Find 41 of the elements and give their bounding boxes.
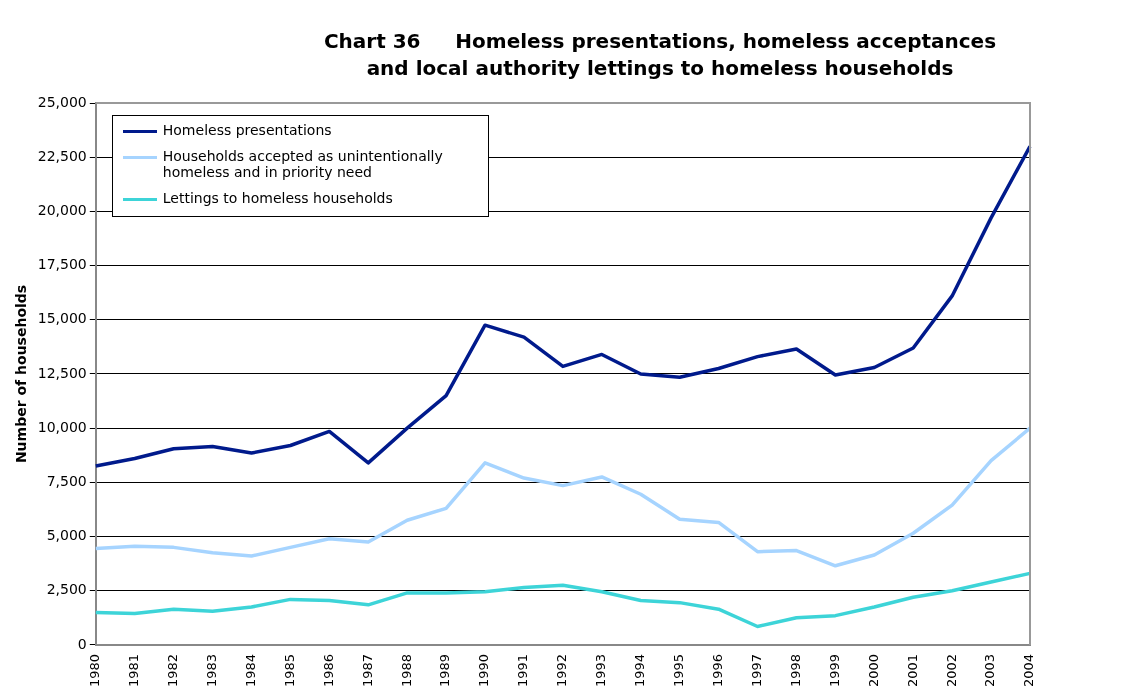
y-axis-title: Number of households — [13, 284, 30, 464]
y-tick-label: 12,500 — [37, 364, 87, 381]
x-tick-label: 1999 — [826, 653, 842, 688]
x-tick-label: 2002 — [943, 653, 959, 688]
y-tick-label: 17,500 — [37, 256, 87, 273]
x-tick-label: 1997 — [748, 653, 764, 688]
y-tick-label: 5,000 — [46, 527, 87, 544]
y-tick-label: 15,000 — [37, 310, 87, 327]
y-tick-label: 0 — [77, 635, 87, 652]
y-tick-label: 2,500 — [46, 581, 87, 598]
y-tick-label: 25,000 — [37, 93, 87, 110]
chart-title: Chart 36 Homeless presentations, homeless acceptances and local authority lettings to homeless households — [322, 28, 998, 82]
x-tick-label: 1987 — [359, 653, 375, 688]
x-tick-label: 1996 — [709, 653, 725, 688]
x-tick-label: 1982 — [165, 653, 181, 688]
x-tick-label: 1988 — [398, 653, 414, 688]
x-tick-label: 1993 — [593, 653, 609, 688]
y-tick-label: 10,000 — [37, 418, 87, 435]
x-tick-label: 2003 — [982, 653, 998, 688]
y-tick-label: 20,000 — [37, 202, 87, 219]
legend-label: Households accepted as unintentionally homeless and in priority need — [162, 148, 444, 180]
x-tick-label: 1992 — [554, 653, 570, 688]
x-tick-label: 1989 — [437, 653, 453, 688]
x-tick-label: 1985 — [281, 653, 297, 688]
x-tick-label: 1995 — [671, 653, 687, 688]
x-tick-label: 1991 — [515, 653, 531, 688]
x-tick-label: 1984 — [242, 653, 258, 688]
y-tick-label: 22,500 — [37, 147, 87, 164]
x-tick-label: 1994 — [632, 653, 648, 688]
x-tick-label: 2004 — [1021, 653, 1037, 688]
legend-label: Homeless presentations — [162, 122, 332, 138]
x-tick-label: 1983 — [203, 653, 219, 688]
x-tick-label: 1981 — [126, 653, 142, 688]
x-tick-label: 2001 — [904, 653, 920, 688]
x-tick-label: 1990 — [476, 653, 492, 688]
y-tick-label: 7,500 — [46, 472, 87, 489]
x-tick-label: 2000 — [865, 653, 881, 688]
x-tick-label: 1986 — [320, 653, 336, 688]
x-tick-label: 1998 — [787, 653, 803, 688]
legend-label: Lettings to homeless households — [162, 190, 393, 206]
x-tick-label: 1980 — [87, 653, 103, 688]
